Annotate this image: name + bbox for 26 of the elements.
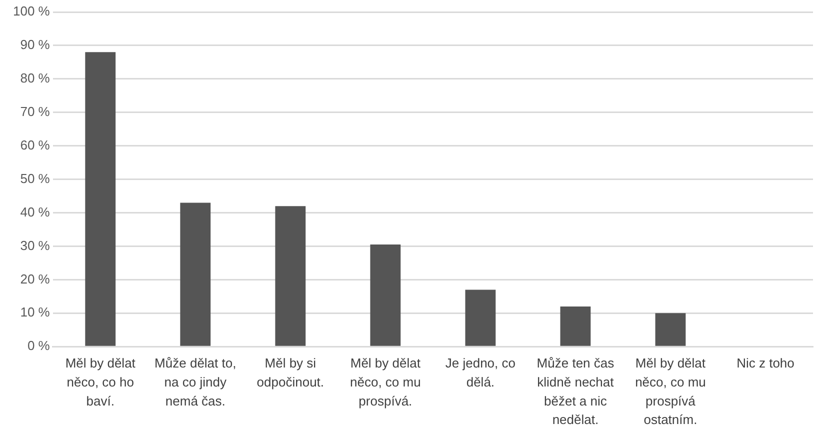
x-tick-label: Může ten čas klidně nechat běžet a nic nedělat.	[536, 356, 615, 428]
x-tick-label: Měl by si odpočinout.	[256, 356, 324, 390]
y-tick-label: 80 %	[20, 70, 50, 86]
bar	[180, 202, 211, 346]
bar	[275, 206, 306, 346]
bar	[370, 244, 401, 346]
y-tick-label: 90 %	[20, 37, 50, 52]
x-tick-label: Měl by dělat něco, co mu prospívá ostatním.	[635, 356, 706, 428]
y-tick-label: 50 %	[20, 170, 50, 186]
x-tick-label: Nic z toho	[736, 356, 794, 371]
x-tick-label: Může dělat to, na co jindy nemá čas.	[154, 356, 236, 408]
x-tick-label: Měl by dělat něco, co ho baví.	[65, 356, 136, 408]
x-tick-label: Měl by dělat něco, co mu prospívá.	[350, 356, 421, 408]
y-tick-label: 30 %	[20, 238, 50, 253]
y-tick-label: 40 %	[20, 204, 50, 220]
bar	[655, 313, 686, 346]
y-tick-label: 0 %	[27, 338, 50, 354]
bar	[85, 52, 116, 346]
y-tick-label: 60 %	[20, 137, 50, 152]
y-tick-label: 70 %	[20, 104, 50, 119]
y-tick-label: 100 %	[12, 4, 50, 19]
bar	[465, 290, 496, 346]
bar	[560, 306, 591, 346]
y-tick-label: 20 %	[20, 271, 50, 286]
y-tick-label: 10 %	[20, 304, 50, 320]
x-tick-label: Je jedno, co dělá.	[445, 356, 516, 390]
